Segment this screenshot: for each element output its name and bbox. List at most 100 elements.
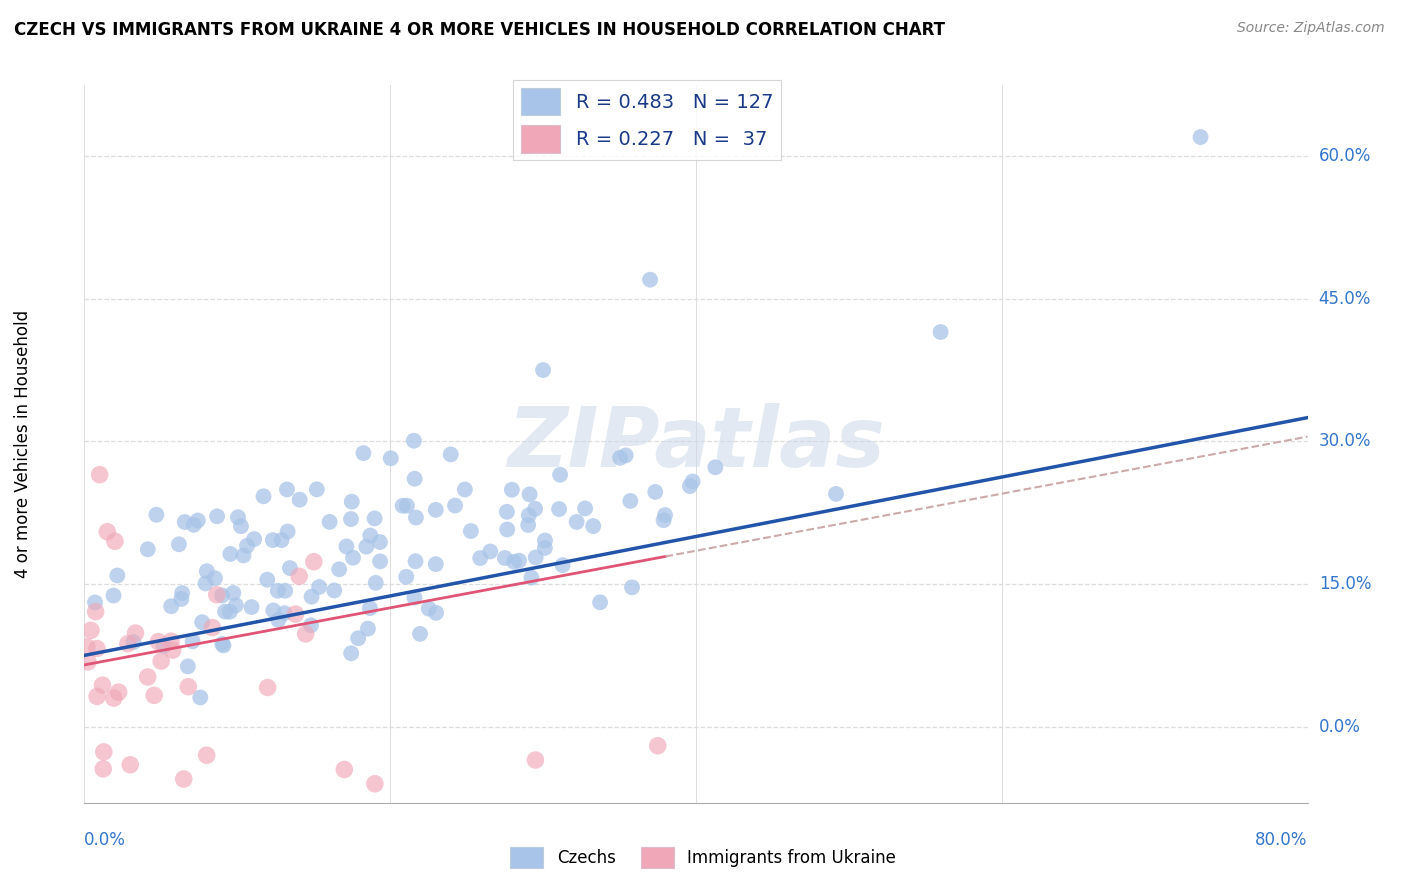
Text: 80.0%: 80.0% [1256,830,1308,848]
Point [347,632,370,646]
Point [107,685,129,699]
Point [104,534,127,549]
Legend: Czechs, Immigrants from Ukraine: Czechs, Immigrants from Ukraine [503,840,903,875]
Point [340,646,363,660]
Point [274,583,297,598]
Point [226,510,249,524]
Text: 60.0%: 60.0% [1319,147,1371,165]
Point [519,487,541,501]
Point [262,533,284,548]
Point [302,555,325,569]
Point [470,551,492,566]
Point [177,659,200,673]
Point [609,450,631,465]
Point [404,472,426,486]
Point [278,561,301,575]
Point [103,589,125,603]
Point [222,586,245,600]
Point [574,501,596,516]
Point [614,449,637,463]
Point [267,583,290,598]
Point [172,586,194,600]
Point [318,515,340,529]
Point [405,554,427,568]
Point [91,678,114,692]
Point [301,590,323,604]
Point [181,634,204,648]
Point [682,475,704,489]
Point [380,451,402,466]
Point [273,606,295,620]
Point [409,627,432,641]
Point [191,615,214,630]
Point [501,483,523,497]
Point [352,446,374,460]
Point [103,691,125,706]
Point [256,573,278,587]
Point [328,562,350,576]
Point [333,763,356,777]
Point [150,654,173,668]
Point [565,515,588,529]
Point [621,580,644,594]
Point [173,772,195,786]
Point [308,580,330,594]
Point [395,499,418,513]
Point [364,575,387,590]
Point [359,601,381,615]
Point [256,681,278,695]
Point [124,626,146,640]
Point [211,637,233,651]
Point [188,690,211,705]
Point [288,492,311,507]
Point [195,564,218,578]
Point [825,487,848,501]
Point [357,622,380,636]
Point [143,689,166,703]
Point [425,503,447,517]
Point [534,541,557,555]
Point [136,670,159,684]
Point [96,524,118,539]
Point [277,524,299,539]
Text: 0.0%: 0.0% [1319,718,1361,736]
Point [356,540,378,554]
Point [335,540,357,554]
Point [84,595,107,609]
Point [232,549,254,563]
Point [86,641,108,656]
Point [204,571,226,585]
Point [252,489,274,503]
Point [214,605,236,619]
Point [520,571,543,585]
Point [89,467,111,482]
Point [288,569,311,583]
Text: 45.0%: 45.0% [1319,290,1371,308]
Point [167,537,190,551]
Point [524,550,547,565]
Point [405,510,427,524]
Point [340,512,363,526]
Point [517,508,540,523]
Point [183,517,205,532]
Point [225,599,247,613]
Point [205,509,228,524]
Point [679,479,702,493]
Point [294,627,316,641]
Point [77,655,100,669]
Point [460,524,482,538]
Point [454,483,477,497]
Point [173,515,195,529]
Point [240,600,263,615]
Text: 30.0%: 30.0% [1319,433,1371,450]
Point [364,777,387,791]
Point [160,599,183,614]
Point [652,513,675,527]
Point [340,494,363,508]
Point [80,624,103,638]
Point [86,690,108,704]
Text: Source: ZipAtlas.com: Source: ZipAtlas.com [1237,21,1385,35]
Point [1189,130,1212,145]
Point [267,613,290,627]
Point [84,605,107,619]
